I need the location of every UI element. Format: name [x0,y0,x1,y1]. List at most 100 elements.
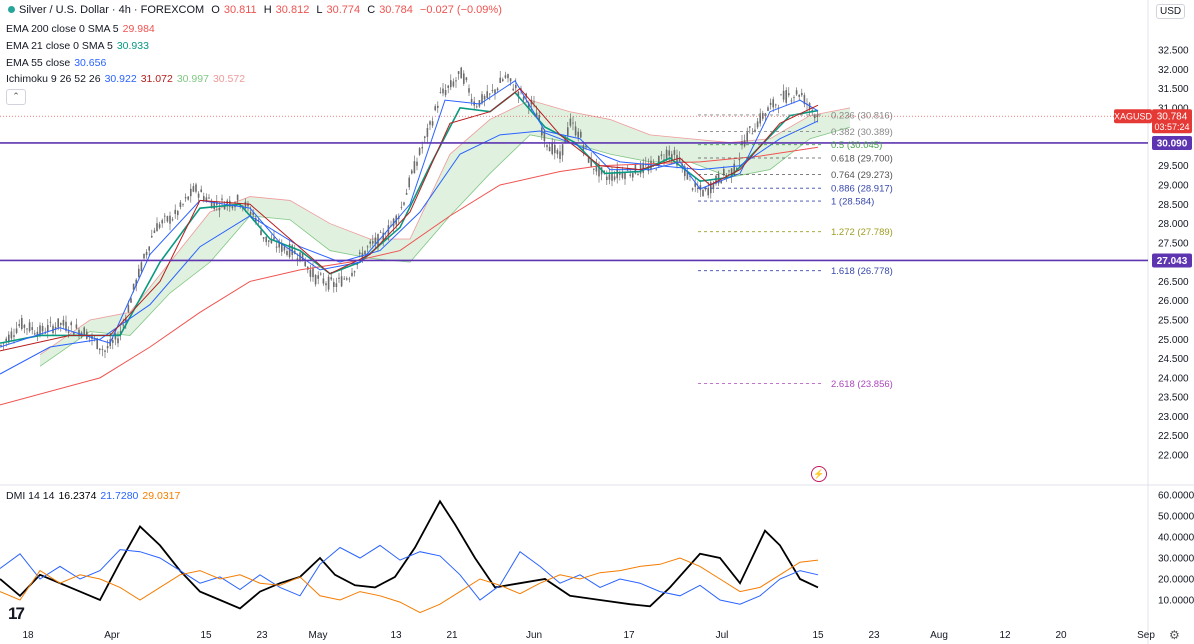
dmi-tick-label: 30.0000 [1158,554,1194,565]
candle-body [668,150,670,156]
candle-body [697,187,699,189]
candle-body [577,131,579,138]
candle-body [515,84,517,89]
candle-body [673,150,676,155]
candle-body [814,114,816,119]
ichimoku-legend[interactable]: Ichimoku 9 26 52 26 30.922 31.072 30.997 30.… [6,73,249,85]
fibonacci-level-label: 0.764 (29.273) [831,170,893,181]
candle-body [520,88,522,90]
price-tick-label: 26.000 [1158,296,1189,307]
candle-body [148,246,150,251]
candle-body [294,250,296,254]
candle-body [52,325,54,333]
fibonacci-level-label: 1 (28.584) [831,197,874,208]
ema55-legend[interactable]: EMA 55 close 30.656 [6,57,110,69]
dmi-tick-label: 60.0000 [1158,491,1194,502]
candle-body [41,325,44,332]
candle-body [710,182,712,194]
candle-body [36,331,39,337]
time-tick-label: Jun [526,630,542,641]
candle-body [444,89,447,96]
candle-body [730,168,733,177]
candle-body [348,278,351,280]
candle-body [83,327,85,337]
dmi-tick-label: 50.0000 [1158,512,1194,523]
ohlc-low-value: 30.774 [326,4,361,16]
candle-body [99,348,101,351]
candle-body [91,335,93,339]
candle-body [431,121,434,126]
candle-body [125,317,127,323]
time-tick-label: 18 [22,630,34,641]
candle-body [580,131,582,138]
candle-body [221,198,223,200]
collapse-legend-button[interactable]: ⌃ [6,89,26,105]
dmi-legend[interactable]: DMI 14 14 16.2374 21.7280 29.0317 [6,490,184,502]
settings-gear-icon[interactable]: ⚙ [1169,628,1180,642]
horizontal-level-label: 30.090 [1157,138,1188,149]
candle-body [595,164,598,172]
dmi-adx-value: 16.2374 [58,490,97,502]
price-tick-label: 23.000 [1158,412,1189,423]
candle-body [335,283,338,287]
candle-body [317,275,319,279]
candle-body [39,325,41,334]
time-tick-label: Apr [104,630,120,641]
candle-body [190,188,192,197]
time-tick-label: 15 [200,630,212,641]
candle-body [273,237,275,240]
candle-body [364,250,366,254]
ema200-legend[interactable]: EMA 200 close 0 SMA 5 29.984 [6,23,159,35]
candle-body [210,201,213,209]
price-tick-label: 32.000 [1158,65,1189,76]
ichimoku-span-b-line [39,99,851,356]
candle-body [782,90,785,100]
candle-body [54,326,57,330]
candle-body [304,261,306,267]
dmi-plus-di-value: 21.7280 [100,490,139,502]
candle-body [286,251,288,255]
candle-body [512,88,514,91]
candle-body [699,185,702,191]
candles [0,66,819,359]
candle-body [491,90,494,91]
candle-body [801,93,803,96]
candle-body [314,275,317,285]
symbol-legend: Silver / U.S. Dollar · 4h · FOREXCOM O 30… [6,4,506,16]
ema21-label: EMA 21 close 0 SMA 5 [6,40,113,52]
candle-body [468,88,470,93]
candle-body [101,349,104,351]
candle-body [642,162,644,173]
flash-alert-icon[interactable]: ⚡ [811,466,827,482]
currency-unit-button[interactable]: USD [1156,4,1186,19]
candle-body [624,172,626,180]
candle-body [494,89,496,94]
tradingview-logo[interactable]: 17 [8,604,25,623]
time-tick-label: 15 [812,630,824,641]
candle-body [203,196,205,201]
candle-body [780,94,782,96]
candle-body [587,156,590,163]
candle-body [208,197,210,199]
candle-body [408,177,410,188]
candle-body [694,182,696,187]
candle-body [236,194,239,201]
candle-body [803,95,806,105]
candle-body [138,268,140,277]
candle-body [8,334,10,343]
candle-body [751,133,754,135]
candle-body [49,321,52,323]
candle-body [621,172,624,178]
candle-body [28,322,31,332]
ichimoku-value-span-a: 30.997 [176,73,209,85]
ema21-legend[interactable]: EMA 21 close 0 SMA 5 30.933 [6,40,153,52]
candle-body [785,90,787,103]
candle-body [127,305,130,313]
candle-body [200,189,202,193]
price-tick-label: 27.500 [1158,238,1189,249]
candle-body [533,101,535,103]
candle-body [67,331,70,333]
candle-body [470,98,473,103]
candle-body [359,252,361,255]
